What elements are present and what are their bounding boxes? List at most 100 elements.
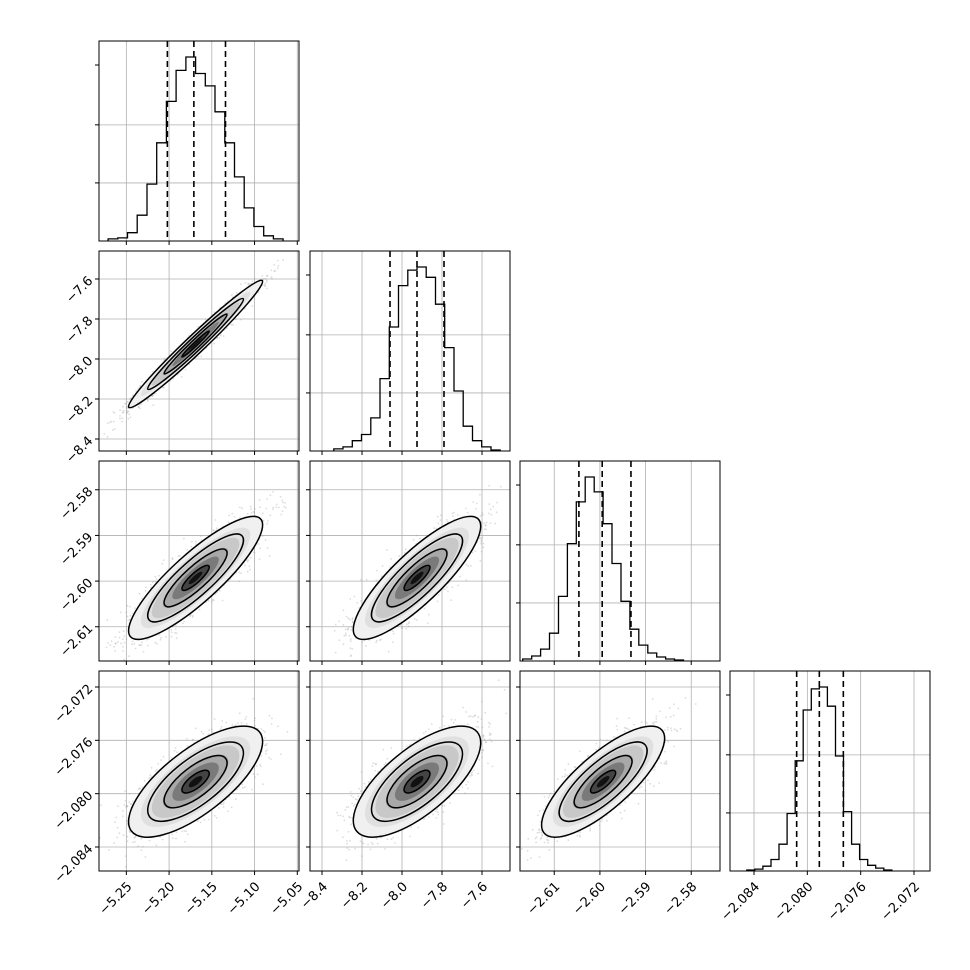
panel-background [730,671,930,871]
panel-content [333,484,502,658]
panel-frame [98,40,300,242]
density-level-6 [410,775,424,788]
scatter-panel-2-1 [306,460,511,665]
y-tick-label: −7.8 [63,314,96,347]
contour-3 [589,769,617,794]
panel-background [310,251,510,451]
contour-2 [573,754,633,809]
x-tick-label: −2.076 [825,879,870,924]
y-tick-label: −8.2 [63,394,96,427]
panel-content [521,697,697,861]
scatter-panel-2-0 [95,460,300,665]
density-level-6 [410,571,424,585]
x-tick-labels-2: −2.61 −2.60 −2.59 −2.58 [525,879,701,918]
panel-content [336,679,508,862]
panel-frame [309,250,511,452]
x-tick-label: −2.072 [878,879,923,924]
scatter-panel-3-2 [516,670,721,875]
contour-0 [127,515,264,641]
histogram-steps [107,56,284,241]
scatter-panel-3-1 [306,670,511,875]
y-tick-label: −7.6 [63,274,96,307]
panel-content [103,259,285,438]
contour-1 [370,533,464,623]
density-level-6 [188,571,203,585]
scatter-panel-1-0 [95,250,300,455]
histogram-steps [333,266,501,451]
contour-3 [181,330,211,358]
panel-frame [98,460,300,662]
x-tick-label: −2.080 [772,879,817,924]
contour-2 [163,548,228,608]
contour-1 [558,741,648,823]
x-tick-label: −7.8 [418,879,451,912]
panel-frame [519,670,721,872]
contour-0 [127,725,264,838]
x-tick-label: −8.4 [298,879,331,912]
y-tick-labels-2: −2.61 −2.60 −2.59 −2.58 [58,484,97,660]
density-level-6 [188,337,203,351]
contour-0 [352,725,482,838]
y-tick-label: −2.072 [52,682,97,727]
y-tick-label: −2.076 [52,735,97,780]
contour-0 [127,279,264,409]
x-tick-label: −5.10 [225,879,264,918]
x-tick-label: −2.084 [718,879,763,924]
x-tick-label: −2.61 [525,879,564,918]
panel-frame [98,670,300,872]
x-tick-labels-1: −8.4 −8.2 −8.0 −7.8 −7.6 [298,879,491,912]
panel-background [99,41,299,241]
panel-background [520,461,720,661]
x-tick-labels-0: −5.25 −5.20 −5.15 −5.10 −5.05 [97,879,307,918]
x-tick-label: −2.58 [662,879,701,918]
density-level-6 [596,776,610,788]
y-tick-label: −8.0 [63,354,96,387]
panel-frame [98,250,300,452]
contour-3 [181,769,211,794]
x-tick-label: −5.15 [182,879,221,918]
contour-0 [352,515,482,641]
histogram-panel-2 [516,460,721,665]
contour-0 [540,725,666,838]
x-tick-label: −7.6 [458,879,491,912]
y-tick-label: −2.61 [58,621,97,660]
contour-2 [163,754,228,809]
x-tick-label: −2.59 [616,879,655,918]
contour-2 [163,313,228,375]
panel-content [105,490,287,661]
x-tick-label: −5.25 [97,879,136,918]
contour-3 [181,564,211,592]
y-tick-label: −2.084 [52,842,97,887]
contour-1 [146,297,245,391]
contour-3 [403,769,431,794]
histogram-steps [746,686,893,871]
panel-content [99,697,289,868]
x-tick-label: −2.60 [570,879,609,918]
density-level-6 [188,776,203,788]
panel-frame [309,670,511,872]
y-tick-label: −2.60 [58,576,97,615]
histogram-panel-0 [95,40,300,245]
y-tick-labels-1: −8.4 −8.2 −8.0 −7.8 −7.6 [63,274,96,467]
scatter-panel-3-0 [95,670,300,875]
y-tick-label: −2.59 [58,530,97,569]
y-tick-labels-3: −2.084 −2.080 −2.076 −2.072 [52,682,97,887]
x-tick-label: −8.0 [378,879,411,912]
x-tick-label: −5.20 [139,879,178,918]
histogram-panel-1 [306,250,511,455]
contour-1 [370,741,464,823]
y-tick-label: −2.58 [58,484,97,523]
contour-2 [386,754,448,809]
panel-frame [309,460,511,662]
histogram-panel-3 [726,670,931,875]
x-tick-labels-3: −2.084 −2.080 −2.076 −2.072 [718,879,923,924]
histogram-steps [522,476,685,661]
panel-frame [729,670,931,872]
contour-1 [146,741,245,823]
contour-3 [403,564,431,592]
contour-1 [146,533,245,623]
y-tick-label: −2.080 [52,788,97,833]
x-tick-label: −8.2 [338,879,371,912]
contour-2 [386,548,448,608]
